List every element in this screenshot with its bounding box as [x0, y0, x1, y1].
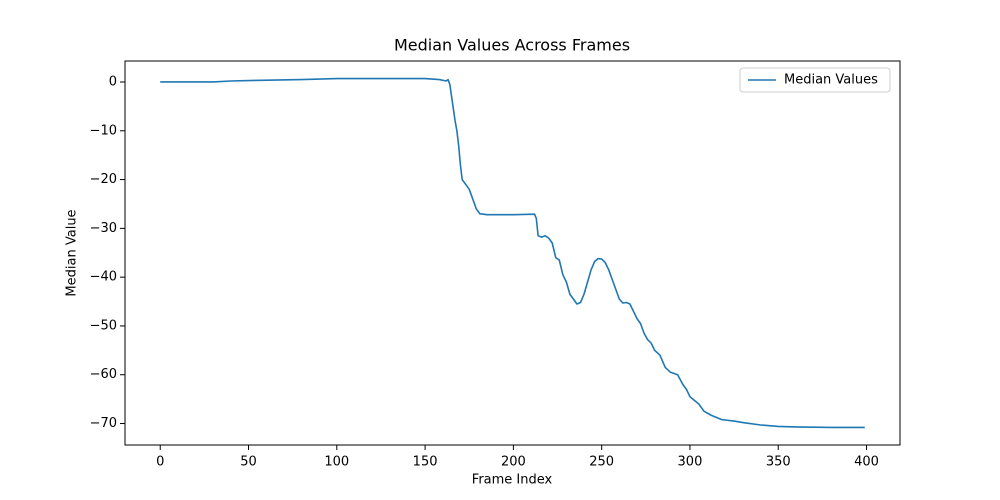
y-tick-label: −60 — [90, 367, 117, 382]
x-tick-label: 250 — [589, 455, 614, 470]
y-tick-label: −50 — [90, 318, 117, 333]
y-axis-label: Median Value — [65, 209, 80, 296]
x-tick-label: 300 — [678, 455, 703, 470]
y-tick-label: −40 — [90, 270, 117, 285]
x-tick-label: 200 — [501, 455, 526, 470]
y-tick-label: −20 — [90, 172, 117, 187]
y-tick-label: −10 — [90, 123, 117, 138]
x-tick-label: 150 — [413, 455, 438, 470]
x-tick-label: 0 — [156, 455, 164, 470]
x-tick-label: 50 — [240, 455, 257, 470]
data-line — [160, 77, 865, 429]
x-tick-label: 400 — [854, 455, 879, 470]
x-axis-label: Frame Index — [472, 473, 553, 488]
y-tick-label: −30 — [90, 221, 117, 236]
axes-frame — [124, 60, 901, 446]
y-tick-label: −70 — [90, 416, 117, 431]
legend-box — [739, 67, 891, 93]
y-tick-label: 0 — [109, 74, 117, 89]
x-tick-label: 100 — [324, 455, 349, 470]
chart-title: Median Values Across Frames — [394, 36, 630, 55]
legend-label: Median Values — [784, 73, 878, 88]
x-tick-label: 350 — [766, 455, 791, 470]
